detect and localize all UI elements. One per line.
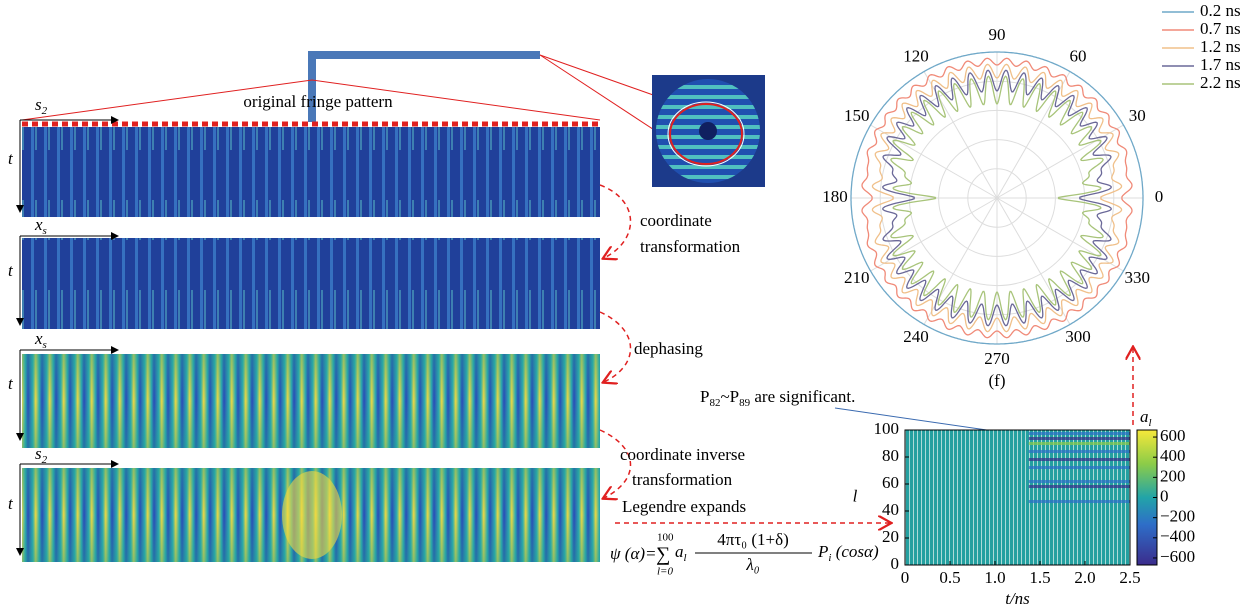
angle-label: 330	[1125, 268, 1151, 287]
colorbar-label-main: a	[1140, 407, 1149, 426]
formula-numerator: 4πτ₀ (1+δ)	[717, 530, 789, 549]
x-axis-label: t/ns	[1005, 589, 1030, 608]
heatmap-band	[1029, 458, 1130, 461]
colorbar-tick-label: 600	[1160, 426, 1186, 445]
y-tick-label: 0	[891, 554, 900, 573]
strip-image	[22, 127, 600, 217]
legend-label: 0.7 ns	[1200, 19, 1241, 38]
colorbar-tick-label: −600	[1160, 547, 1195, 566]
heatmap-band	[1029, 485, 1130, 488]
colorbar-label: al	[1140, 407, 1152, 429]
heatmap-band	[1029, 466, 1130, 469]
formula-sum: ∑	[656, 544, 670, 566]
angle-label: 30	[1129, 106, 1146, 125]
polar-grid-spoke	[997, 198, 1123, 271]
y-tick-label: 100	[874, 419, 900, 438]
angle-label: 90	[989, 25, 1006, 44]
angle-label: 270	[984, 349, 1010, 368]
strip-axis-label: s2	[35, 95, 48, 117]
formula: ψ (α)= ∑ 100 l=0 al 4πτ₀ (1+δ) λ₀ Pi (co…	[610, 530, 879, 578]
x-tick-label: 0	[901, 568, 910, 587]
y-axis-label: l	[853, 486, 858, 505]
legend-label: 1.2 ns	[1200, 37, 1241, 56]
angle-label: 120	[903, 47, 929, 66]
title: original fringe pattern	[243, 92, 393, 111]
polar-grid-spoke	[871, 198, 997, 271]
heatmap-band	[1029, 480, 1130, 483]
inset-hole	[699, 122, 717, 140]
angle-label: 60	[1070, 47, 1087, 66]
y-tick-label: 20	[882, 527, 899, 546]
strip-time-label: t	[8, 149, 14, 168]
formula-sum-upper: 100	[657, 532, 674, 544]
colorbar-tick-label: 0	[1160, 486, 1169, 505]
y-tick-label: 60	[882, 473, 899, 492]
formula-lhs: ψ (α)=	[610, 544, 657, 563]
x-tick-label: 1.5	[1029, 568, 1050, 587]
strip-time-label: t	[8, 261, 14, 280]
strip-axis-label: xs	[34, 215, 47, 237]
angle-label: 240	[903, 327, 929, 346]
heatmap-band	[1029, 450, 1130, 453]
strip-axis-label: xs	[34, 329, 47, 351]
colorbar-label-sub: l	[1149, 417, 1152, 429]
x-tick-label: 1.0	[984, 568, 1005, 587]
panel-label: (f)	[989, 371, 1006, 390]
heatmap-band	[1029, 442, 1130, 445]
polar-grid-spoke	[871, 125, 997, 198]
legend-label: 1.7 ns	[1200, 55, 1241, 74]
y-tick-label: 80	[882, 446, 899, 465]
heatmap-band	[1029, 437, 1130, 440]
formula-coef: al	[675, 542, 687, 564]
strip-shade	[22, 354, 600, 448]
polar-grid-spoke	[997, 125, 1123, 198]
angle-label: 0	[1155, 187, 1164, 206]
legend-label: 0.2 ns	[1200, 1, 1241, 20]
strip-time-label: t	[8, 494, 14, 513]
heatmap-chart: 0 0.5 1.0 1.5 2.0 2.5 0 20 40 60 80 100 t/ns l 6004002…	[853, 407, 1195, 608]
strip-feature	[282, 471, 342, 559]
y-tick-label: 40	[882, 500, 899, 519]
colorbar-tick-label: −400	[1160, 527, 1195, 546]
colorbar-tick-label: 400	[1160, 446, 1186, 465]
x-tick-label: 2.5	[1119, 568, 1140, 587]
angle-label: 180	[822, 187, 848, 206]
step-label: transformation	[640, 237, 741, 256]
step-label: dephasing	[634, 339, 703, 358]
angle-label: 210	[844, 268, 870, 287]
x-tick-label: 0.5	[939, 568, 960, 587]
formula-sum-lower: l=0	[657, 566, 673, 578]
angle-label: 300	[1065, 327, 1091, 346]
annotation: P82~P89 are significant.	[700, 387, 855, 409]
selector-bracket	[312, 55, 540, 122]
step-label: transformation	[632, 470, 733, 489]
strip-time-label: t	[8, 374, 14, 393]
angle-label: 150	[844, 106, 870, 125]
colorbar-tick-label: −200	[1160, 507, 1195, 526]
step-label: Legendre expands	[622, 497, 746, 516]
heatmap-band	[1029, 432, 1130, 435]
colorbar-tick-label: 200	[1160, 466, 1186, 485]
strip-image	[22, 238, 600, 329]
x-tick-label: 2.0	[1074, 568, 1095, 587]
heatmap-band	[1029, 500, 1130, 503]
figure: original fringe pattern s2 t xs t xs t s…	[0, 0, 1244, 610]
formula-denominator: λ₀	[745, 555, 759, 574]
step-label: coordinate	[640, 211, 712, 230]
formula-tail: Pi (cosα)	[817, 542, 879, 564]
polar-chart: 0 30 60 90 120 150 180 210 240 270 300 330 0.2 ns0.7…	[822, 1, 1240, 390]
legend-label: 2.2 ns	[1200, 73, 1241, 92]
step-label: coordinate inverse	[620, 445, 745, 464]
